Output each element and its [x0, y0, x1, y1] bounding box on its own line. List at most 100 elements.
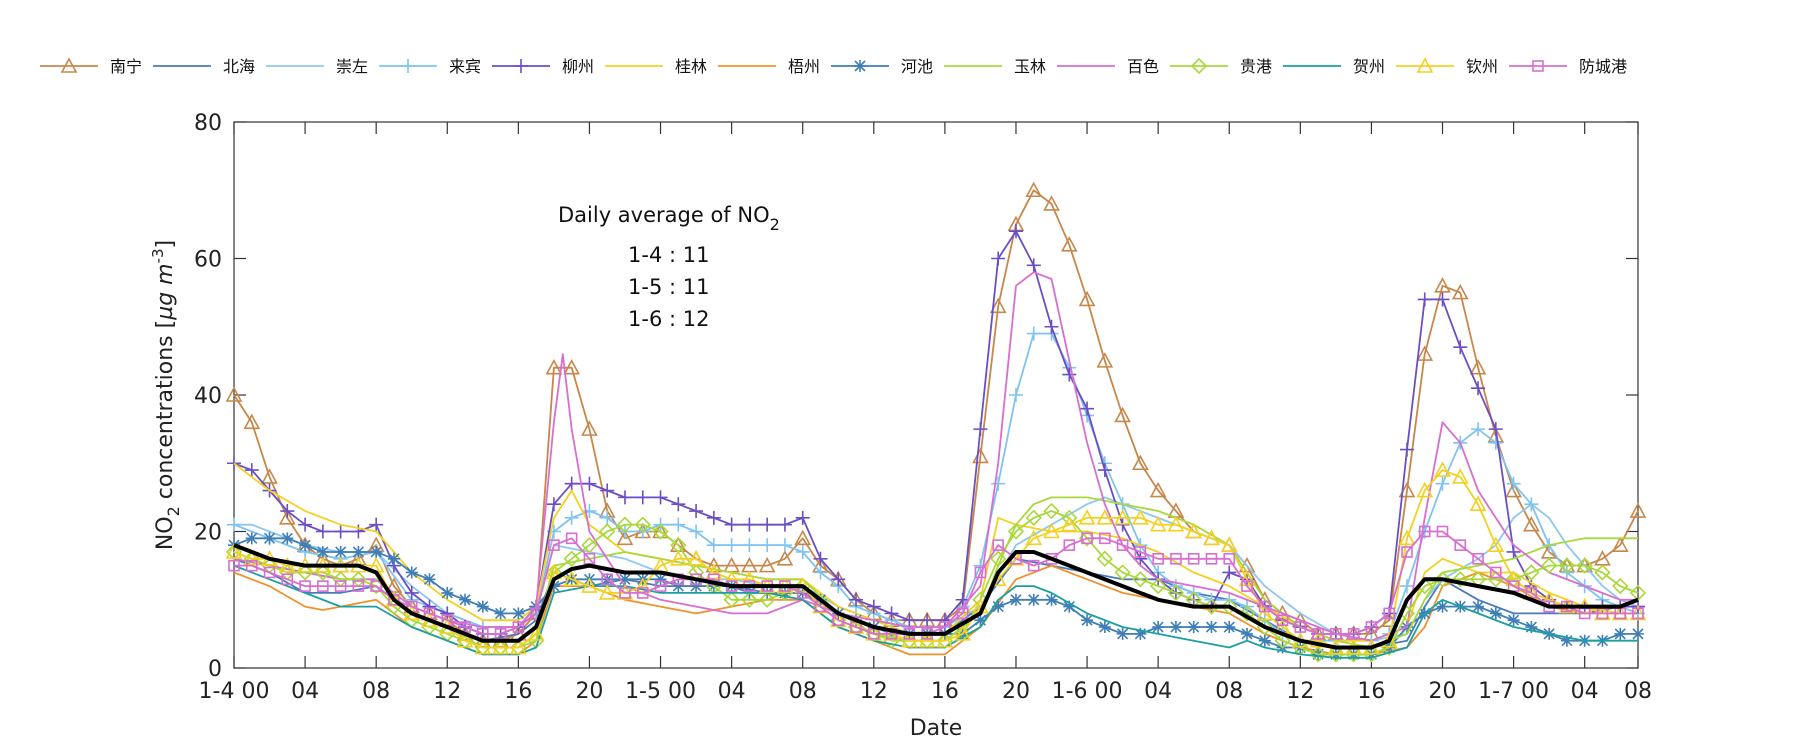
legend-item-13: 钦州 [1396, 57, 1498, 76]
data-point [1258, 600, 1271, 613]
data-point [582, 476, 597, 491]
data-point [1167, 515, 1185, 532]
data-point [333, 524, 348, 539]
legend-label: 贺州 [1353, 57, 1385, 76]
data-point [581, 420, 598, 436]
data-point [281, 532, 294, 545]
data-point [315, 524, 330, 539]
data-point [1063, 600, 1076, 613]
data-point [1472, 552, 1484, 565]
annotation-line: 1-6 : 12 [628, 307, 709, 331]
data-point [1114, 406, 1131, 423]
data-point [973, 422, 988, 437]
data-point [296, 564, 314, 581]
data-point [1241, 580, 1253, 592]
data-point [245, 532, 258, 545]
data-point [474, 638, 492, 655]
data-point [1417, 292, 1432, 307]
data-point [1576, 557, 1593, 574]
data-point [918, 632, 936, 648]
data-point [370, 580, 382, 592]
data-point [1132, 454, 1149, 471]
data-point [598, 584, 616, 600]
data-point [564, 510, 579, 525]
data-point [563, 570, 581, 587]
data-point [1399, 579, 1414, 594]
data-point [1454, 539, 1467, 551]
data-point [1629, 502, 1647, 518]
x-tick-label: 16 [931, 679, 959, 704]
data-point [776, 550, 794, 566]
data-point [1453, 340, 1468, 355]
data-point [278, 556, 296, 573]
data-point [1294, 621, 1307, 633]
y-tick-label: 40 [194, 384, 222, 409]
data-point [1416, 481, 1434, 498]
series-line [233, 230, 1638, 635]
data-point [1434, 277, 1451, 293]
data-point [937, 613, 952, 628]
data-point [1472, 600, 1485, 613]
data-point [1043, 522, 1060, 539]
data-point [1133, 551, 1148, 566]
data-point [1134, 546, 1147, 558]
data-point [227, 517, 241, 532]
legend-label: 柳州 [562, 57, 594, 76]
data-point [599, 523, 616, 540]
data-point [1611, 536, 1629, 552]
data-point [1398, 529, 1416, 546]
data-point [992, 600, 1005, 613]
data-point [760, 517, 775, 532]
data-point [1132, 571, 1149, 588]
series-13 [225, 461, 1647, 655]
data-point [1223, 621, 1236, 634]
legend-label: 崇左 [336, 57, 368, 76]
data-point [902, 613, 917, 628]
data-point [1099, 532, 1111, 545]
data-point [974, 566, 987, 579]
x-axis-label: Date [910, 716, 963, 741]
y-tick-label: 80 [194, 111, 222, 136]
data-point [1150, 577, 1167, 595]
x-tick-label: 04 [1144, 679, 1172, 704]
data-point [1506, 544, 1521, 559]
data-point [1205, 621, 1218, 634]
data-point [1096, 352, 1114, 368]
data-point [547, 580, 560, 593]
data-point [954, 625, 971, 643]
data-point [1009, 593, 1022, 606]
data-point [459, 593, 472, 606]
data-point [1363, 646, 1380, 663]
data-point [617, 490, 632, 505]
data-point [956, 607, 969, 620]
data-point [1134, 627, 1147, 640]
data-point [563, 550, 580, 567]
data-point [635, 490, 650, 505]
data-point [1008, 224, 1023, 239]
data-point [1078, 290, 1096, 307]
legend-item-3: 崇左 [266, 57, 368, 76]
average-line [233, 543, 1639, 650]
data-point [512, 621, 525, 633]
data-point [1222, 565, 1237, 580]
data-point [1487, 536, 1505, 552]
legend-item-4: 来宾 [379, 57, 481, 76]
x-tick-label: 16 [504, 679, 532, 704]
data-point [634, 516, 651, 533]
data-point [616, 516, 634, 533]
data-point [1312, 628, 1324, 640]
data-point [1080, 401, 1095, 416]
data-point [334, 545, 347, 558]
data-point [1416, 345, 1434, 361]
data-point [1152, 552, 1164, 565]
data-point [1632, 607, 1644, 620]
data-point [1523, 564, 1540, 581]
data-point [1062, 367, 1077, 382]
legend-item-14: 防城港 [1509, 57, 1627, 76]
data-point [1309, 632, 1327, 648]
data-point [494, 607, 507, 620]
data-point [1488, 435, 1503, 450]
data-point [278, 509, 296, 525]
data-point [1221, 598, 1238, 615]
